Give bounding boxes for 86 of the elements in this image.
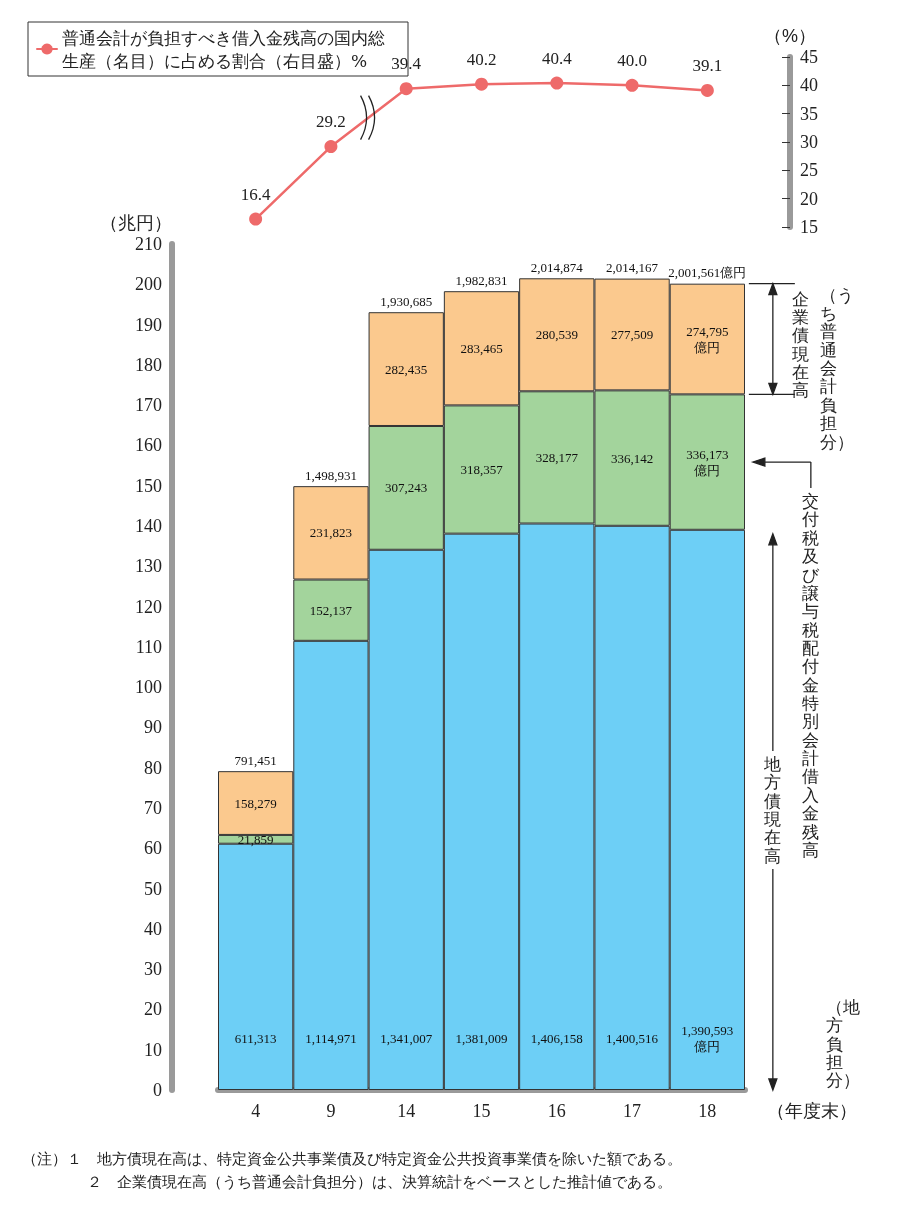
y-axis-title: （兆円）: [100, 213, 172, 233]
x-tick-label: 4: [251, 1101, 261, 1121]
data-label: 39.4: [391, 54, 422, 74]
point: [399, 82, 413, 96]
y-tick-label: 110: [135, 636, 162, 657]
y-tick-label: 70: [144, 798, 162, 818]
annotation: 611,313: [234, 1030, 277, 1046]
data-label: 29.2: [316, 112, 346, 132]
y-tick-label: 40: [144, 918, 162, 939]
legend-label: 普通会計が負担すべき借入金残高の国内総生産（名目）に占める割合（右目盛）%: [62, 27, 385, 71]
x-tick-label: 15: [472, 1101, 491, 1121]
data-label: 16.4: [240, 184, 272, 204]
point: [550, 76, 564, 90]
text: 交付税及び譲与税配付金特別会計借入金残高（地方負担分）: [801, 491, 860, 1091]
y-tick-label: 140: [135, 516, 162, 536]
annotation: 1,930,685: [380, 293, 433, 309]
y-tick-label: 160: [135, 435, 162, 456]
y-tick-label: 90: [144, 717, 162, 738]
y-tick-label: 30: [144, 959, 162, 980]
annotation: 791,451: [234, 752, 277, 768]
point: [625, 78, 639, 92]
y-tick-label: 60: [144, 838, 162, 859]
annotation: 307,243: [385, 480, 428, 496]
annotation: 231,823: [309, 525, 353, 541]
x-axis-title: （年度末）: [767, 1101, 857, 1121]
y-tick-label: 10: [144, 1039, 162, 1060]
annotation: 1,400,516: [606, 1030, 659, 1046]
data-label: 40.2: [466, 49, 497, 69]
x-tick-label: 18: [698, 1101, 717, 1121]
y-tick-label: 210: [135, 234, 162, 254]
data-label: 40.0: [617, 50, 647, 70]
y-tick-label: 180: [135, 354, 162, 375]
y-tick-label: 120: [135, 596, 162, 617]
annotation: 1,114,971: [305, 1030, 357, 1046]
y-tick-label: 40: [800, 75, 818, 96]
y-tick-label: 25: [800, 160, 818, 181]
y-tick-label: 20: [144, 999, 162, 1020]
annotation: 280,539: [535, 327, 578, 343]
text: （注）１ 地方債現在高は、特定資金公共事業債及び特定資金公共投資事業債を除いた額である。: [22, 1149, 683, 1170]
annotation: 2,014,874: [530, 259, 584, 275]
y-tick-label: 30: [800, 132, 818, 152]
text: ２ 企業債現在高（うち普通会計負担分）は、決算統計をベースとした推計値である。: [85, 1171, 673, 1193]
annotation: 1,341,007: [380, 1030, 433, 1046]
y-tick-label: 170: [135, 395, 162, 416]
y-tick-label: 20: [800, 188, 818, 209]
annotation: 1,390,593 億円: [681, 1022, 734, 1054]
annotation: 21,859: [237, 831, 274, 847]
annotation: 336,142: [610, 450, 654, 466]
point: [249, 212, 263, 226]
y-tick-label: 0: [153, 1080, 162, 1100]
y-tick-label: 15: [800, 217, 818, 237]
y-tick-label: 45: [800, 47, 818, 67]
annotation: 283,465: [460, 340, 503, 356]
annotation: 318,357: [460, 462, 504, 478]
annotation: 277,509: [610, 326, 654, 342]
point: [475, 77, 488, 91]
annotation: 328,177: [535, 449, 579, 465]
annotation: 274,795 億円: [686, 323, 729, 355]
y-tick-label: 80: [144, 757, 162, 778]
y-tick-label: 130: [135, 556, 162, 577]
y-tick-label: 200: [135, 274, 162, 295]
data-label: 39.1: [692, 55, 723, 75]
annotation: 1,498,931: [304, 467, 357, 483]
annotation: 2,001,561億円: [668, 265, 747, 281]
annotation: 1,381,009: [455, 1030, 508, 1046]
annotation: 2,014,167: [606, 260, 659, 276]
y-tick-label: 100: [135, 677, 162, 698]
point: [324, 140, 338, 154]
x-tick-label: 16: [547, 1101, 566, 1121]
x-tick-label: 9: [326, 1101, 336, 1121]
annotation: 1,406,158: [530, 1030, 583, 1046]
annotation: 282,435: [385, 361, 428, 377]
point: [700, 83, 714, 97]
y-tick-label: 50: [144, 878, 162, 899]
annotation: 158,279: [234, 795, 277, 811]
y-tick-label: 190: [135, 314, 162, 335]
y-axis-title: （%）: [763, 26, 817, 46]
series-label: 地方債現在高: [763, 750, 781, 870]
annotation: 336,173 億円: [686, 446, 729, 478]
x-tick-label: 17: [623, 1101, 642, 1121]
annotation: 152,137: [309, 602, 353, 618]
y-tick-label: 150: [135, 475, 162, 496]
data-label: 40.4: [541, 48, 573, 68]
x-tick-label: 14: [397, 1101, 416, 1121]
annotation: 1,982,831: [455, 272, 508, 288]
y-tick-label: 35: [800, 103, 818, 124]
